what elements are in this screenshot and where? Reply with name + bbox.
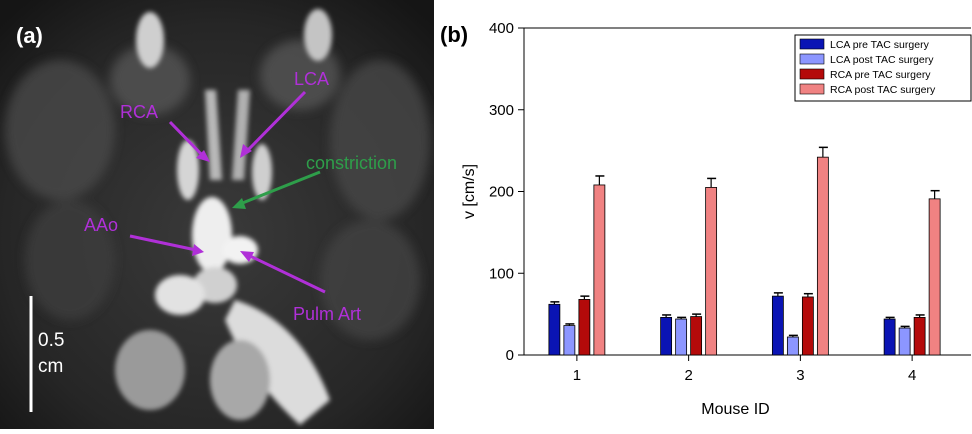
bar: [771, 295, 784, 356]
bar: [786, 336, 799, 356]
bar: [928, 198, 941, 356]
bar: [816, 156, 829, 356]
panel-a-label: (a): [16, 23, 43, 48]
x-tick-label: 2: [684, 367, 692, 384]
bar: [898, 327, 911, 356]
bar: [563, 325, 576, 356]
bar: [548, 303, 561, 356]
bar: [593, 184, 606, 356]
x-tick-label: 1: [573, 367, 581, 384]
annotation-constriction: constriction: [306, 153, 398, 173]
bar: [675, 318, 688, 356]
mri-image-panel: (a) RCA LCA constriction AAo Pulm Art 0.…: [0, 0, 434, 429]
x-axis-label: Mouse ID: [701, 401, 769, 418]
annotation-rca: RCA: [120, 102, 159, 122]
legend-swatch: [799, 53, 825, 65]
y-axis-label: v [cm/s]: [461, 164, 478, 219]
bar-chart-panel: (b) 0 100 200 300 400 1 2 3 4 Mouse ID v [cm/s] LCA…: [434, 0, 972, 429]
legend-swatch: [799, 83, 825, 95]
bar: [705, 187, 718, 356]
x-tick-label: 4: [908, 367, 916, 384]
bar: [913, 316, 926, 356]
y-tick-label: 300: [489, 102, 514, 119]
legend-swatch: [799, 38, 825, 50]
bar-chart: 0 100 200 300 400 1 2 3 4 Mouse ID v [cm/s] LCA pre…: [461, 20, 972, 418]
legend-label: LCA post TAC surgery: [830, 54, 934, 66]
legend-label: RCA post TAC surgery: [830, 84, 936, 96]
scale-bar-unit: cm: [38, 356, 64, 377]
legend-label: RCA pre TAC surgery: [830, 69, 931, 81]
bar: [578, 299, 591, 356]
annotation-aao: AAo: [84, 215, 119, 235]
legend-swatch: [799, 68, 825, 80]
y-tick-label: 100: [489, 265, 514, 282]
bar: [690, 316, 703, 356]
x-tick-label: 3: [796, 367, 804, 384]
bar: [883, 318, 896, 356]
bar: [801, 296, 814, 356]
y-tick-label: 400: [489, 20, 514, 37]
panel-b-label: (b): [440, 22, 469, 47]
scale-bar-value: 0.5: [38, 330, 65, 351]
legend-box: [794, 34, 972, 102]
annotation-pulm-art: Pulm Art: [293, 304, 362, 324]
mri-image: [0, 0, 434, 429]
annotation-lca: LCA: [294, 69, 330, 89]
legend-label: LCA pre TAC surgery: [830, 39, 930, 51]
y-tick-label: 0: [506, 347, 514, 364]
y-tick-label: 200: [489, 184, 514, 201]
bar: [660, 316, 673, 356]
